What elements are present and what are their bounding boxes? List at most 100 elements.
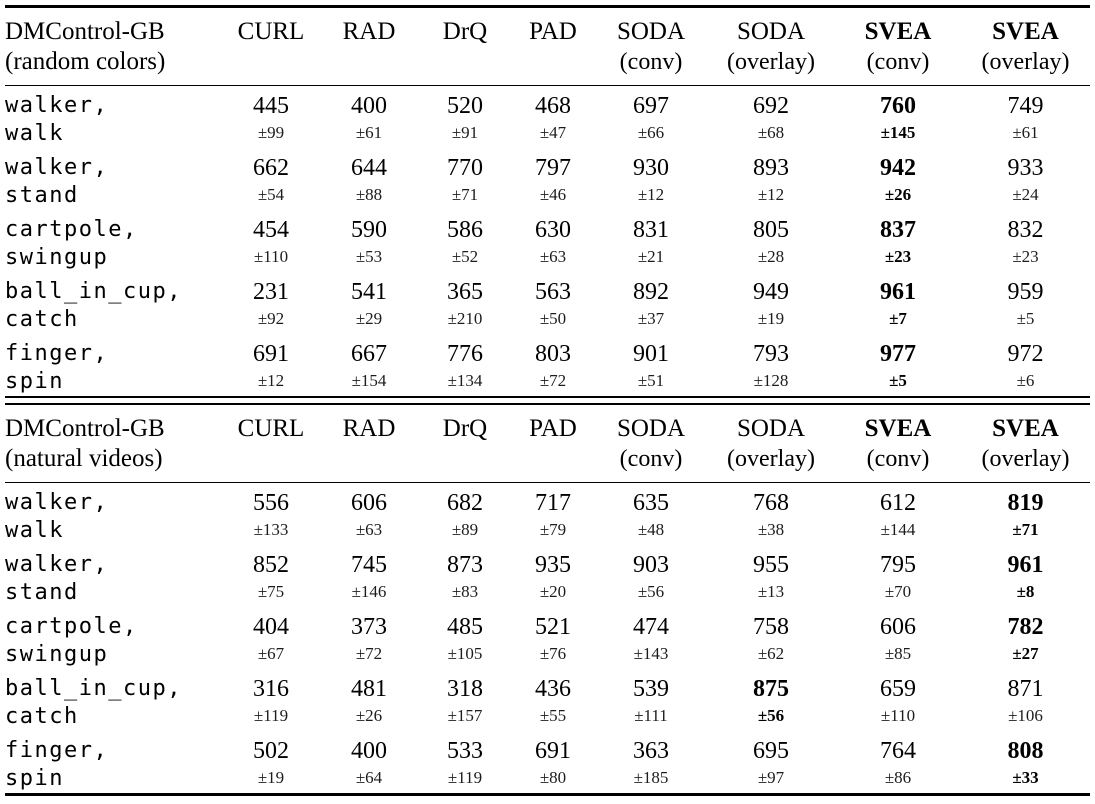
std-value: ±119	[447, 768, 483, 787]
score-cell: 749 ±61	[961, 86, 1090, 149]
mean-value: 961	[1007, 552, 1044, 578]
task-label-line: walker,	[5, 490, 109, 515]
score-cell: 832 ±23	[961, 210, 1090, 272]
score-cell: 758 ±62	[707, 607, 835, 669]
score-cell: 502 ±19	[223, 731, 319, 795]
std-value: ±67	[257, 644, 285, 663]
std-value: ±52	[451, 247, 479, 266]
std-value: ±66	[637, 123, 665, 142]
score-cell: 875 ±56	[707, 669, 835, 731]
std-value: ±111	[634, 706, 668, 725]
mean-value: 955	[753, 552, 789, 578]
mean-value: 231	[253, 279, 289, 305]
std-value: ±144	[880, 520, 916, 539]
std-value: ±62	[757, 644, 785, 663]
task-label: walker, walk	[5, 86, 223, 149]
std-value: ±5	[889, 371, 907, 390]
task-label-line: walk	[5, 121, 64, 146]
mean-value: 892	[633, 279, 669, 305]
mean-value: 692	[753, 93, 789, 119]
mean-value: 819	[1007, 490, 1044, 516]
score-cell: 400 ±61	[319, 86, 419, 149]
task-label-line: stand	[5, 580, 79, 605]
mean-value: 630	[535, 217, 571, 243]
mean-value: 803	[535, 341, 571, 367]
column-header-curl: CURL	[223, 6, 319, 86]
method-name: DrQ	[442, 415, 488, 442]
std-value: ±128	[753, 371, 789, 390]
std-value: ±56	[637, 582, 665, 601]
std-value: ±83	[451, 582, 479, 601]
mean-value: 770	[447, 155, 483, 181]
method-variant: (overlay)	[727, 49, 815, 75]
mean-value: 901	[633, 341, 669, 367]
std-value: ±110	[253, 247, 289, 266]
score-cell: 373 ±72	[319, 607, 419, 669]
score-cell: 318 ±157	[419, 669, 511, 731]
std-value: ±12	[257, 371, 285, 390]
score-cell: 961 ±7	[835, 272, 961, 334]
table-row: cartpole, swingup 454 ±110 590 ±53 586 ±52 630 ±6…	[5, 210, 1090, 272]
mean-value: 691	[535, 738, 571, 764]
score-cell: 436 ±55	[511, 669, 595, 731]
std-value: ±13	[757, 582, 785, 601]
table-row: walker, stand 852 ±75 745 ±146 873 ±83 935 ±20 903…	[5, 545, 1090, 607]
score-cell: 692 ±68	[707, 86, 835, 149]
mean-value: 764	[880, 738, 916, 764]
method-name: RAD	[342, 415, 396, 442]
score-cell: 961 ±8	[961, 545, 1090, 607]
column-header-svea-overlay: SVEA (overlay)	[961, 404, 1090, 483]
score-cell: 400 ±64	[319, 731, 419, 795]
std-value: ±26	[355, 706, 383, 725]
table-title-line: DMControl-GB	[5, 415, 165, 442]
std-value: ±24	[1012, 185, 1039, 204]
mean-value: 691	[253, 341, 289, 367]
column-header-soda-overlay: SODA (overlay)	[707, 6, 835, 86]
score-cell: 793 ±128	[707, 334, 835, 397]
score-cell: 682 ±89	[419, 483, 511, 546]
method-name: SVEA	[864, 18, 932, 45]
mean-value: 400	[351, 93, 387, 119]
task-label-line: ball_in_cup,	[5, 676, 182, 701]
mean-value: 521	[535, 614, 571, 640]
task-label: cartpole, swingup	[5, 210, 223, 272]
mean-value: 481	[351, 676, 387, 702]
task-label: finger, spin	[5, 731, 223, 795]
table-dmcontrol-gb-random-colors: DMControl-GB (random colors) CURL RAD DrQ PAD…	[5, 5, 1090, 398]
task-label: ball_in_cup, catch	[5, 272, 223, 334]
mean-value: 667	[351, 341, 387, 367]
task-label-line: catch	[5, 704, 79, 729]
method-name: SVEA	[992, 18, 1059, 45]
task-label-line: finger,	[5, 738, 109, 763]
score-cell: 797 ±46	[511, 148, 595, 210]
column-header-soda-conv: SODA (conv)	[595, 6, 707, 86]
score-cell: 819 ±71	[961, 483, 1090, 546]
task-label: walker, stand	[5, 545, 223, 607]
score-cell: 892 ±37	[595, 272, 707, 334]
score-cell: 837 ±23	[835, 210, 961, 272]
std-value: ±157	[447, 706, 483, 725]
std-value: ±70	[884, 582, 912, 601]
score-cell: 808 ±33	[961, 731, 1090, 795]
method-variant: (conv)	[866, 446, 930, 472]
std-value: ±46	[539, 185, 567, 204]
score-cell: 871 ±106	[961, 669, 1090, 731]
mean-value: 697	[633, 93, 669, 119]
score-cell: 959 ±5	[961, 272, 1090, 334]
score-cell: 644 ±88	[319, 148, 419, 210]
mean-value: 533	[447, 738, 483, 764]
std-value: ±63	[355, 520, 383, 539]
score-cell: 942 ±26	[835, 148, 961, 210]
std-value: ±28	[757, 247, 785, 266]
mean-value: 556	[253, 490, 289, 516]
task-label: cartpole, swingup	[5, 607, 223, 669]
score-cell: 521 ±76	[511, 607, 595, 669]
column-header-pad: PAD	[511, 6, 595, 86]
column-header-svea-conv: SVEA (conv)	[835, 404, 961, 483]
table-header: DMControl-GB (random colors) CURL RAD DrQ PAD…	[5, 6, 1090, 86]
column-header-svea-conv: SVEA (conv)	[835, 6, 961, 86]
mean-value: 563	[535, 279, 571, 305]
score-cell: 745 ±146	[319, 545, 419, 607]
std-value: ±97	[757, 768, 785, 787]
